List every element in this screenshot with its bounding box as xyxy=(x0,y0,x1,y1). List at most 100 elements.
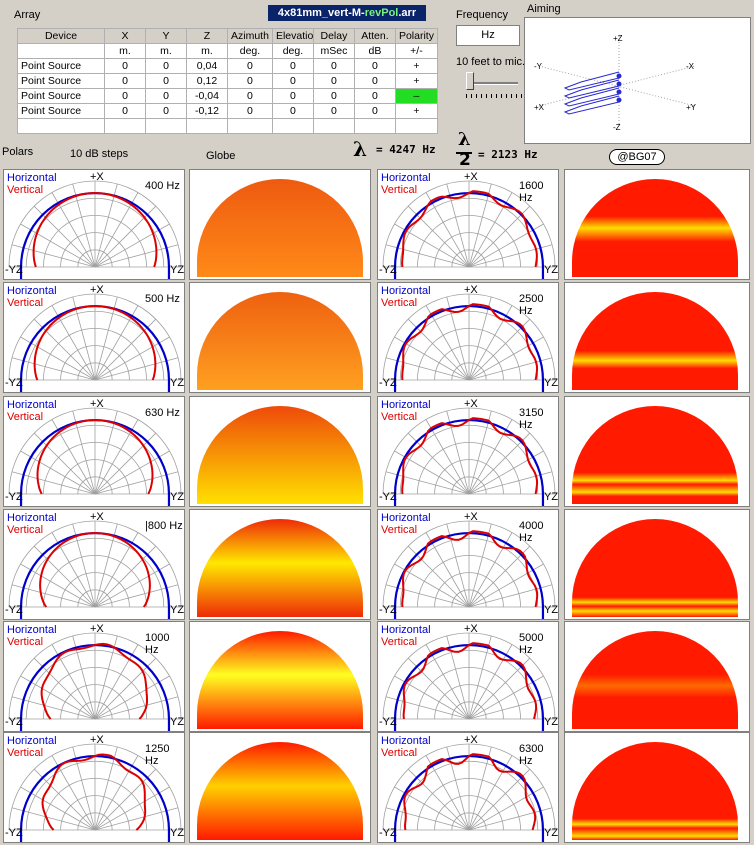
cell[interactable]: 0 xyxy=(145,73,187,89)
axis-top-label: +X xyxy=(464,284,478,296)
cell[interactable]: 0 xyxy=(353,88,396,104)
cell[interactable]: 0 xyxy=(104,73,146,89)
cell[interactable]: 0,12 xyxy=(186,73,228,89)
file-title-part1: 4x81mm_vert-M- xyxy=(277,7,365,19)
polarity-cell-negative[interactable]: – xyxy=(394,88,438,104)
cell[interactable]: 0 xyxy=(353,103,396,119)
lambda-frequency: = 4247 Hz xyxy=(376,143,436,156)
cell[interactable]: 0 xyxy=(104,88,146,104)
cell[interactable]: Point Source xyxy=(17,58,105,74)
cell[interactable]: 0 xyxy=(145,103,187,119)
vertical-series xyxy=(401,530,539,608)
cell[interactable]: 0 xyxy=(312,88,355,104)
cell[interactable]: -0,04 xyxy=(186,88,228,104)
lambda-symbol: λ xyxy=(353,137,368,161)
legend-vertical: Vertical xyxy=(7,524,44,536)
col-y[interactable]: Y xyxy=(145,28,187,44)
table-row[interactable]: Point Source 0 0 0,12 0 0 0 0 + xyxy=(17,73,438,89)
legend-horizontal: Horizontal xyxy=(7,285,57,297)
cell[interactable]: 0 xyxy=(104,58,146,74)
cell[interactable]: 0 xyxy=(271,58,314,74)
polar-legend: Horizontal Vertical xyxy=(381,512,431,536)
cell[interactable]: 0 xyxy=(145,88,187,104)
frequency-label: 3150 Hz xyxy=(519,407,544,431)
cell[interactable]: 0 xyxy=(353,73,396,89)
axis-left-label: -YZ xyxy=(379,604,397,616)
axis-left-label: -YZ xyxy=(5,604,23,616)
cell[interactable]: Point Source xyxy=(17,73,105,89)
globe-panel xyxy=(189,621,371,732)
col-polarity[interactable]: Polarity xyxy=(394,28,438,44)
polar-plot xyxy=(8,293,182,392)
polarity-cell[interactable]: + xyxy=(394,73,438,89)
cell[interactable]: 0 xyxy=(271,88,314,104)
cell[interactable]: 0 xyxy=(227,73,273,89)
cell[interactable]: Point Source xyxy=(17,88,105,104)
polar-panel: Horizontal Vertical +X -YZ YZ 2500 Hz xyxy=(377,282,559,393)
polarity-cell[interactable]: + xyxy=(394,103,438,119)
polar-plot xyxy=(382,520,556,619)
axis-top-label: +X xyxy=(464,171,478,183)
cell[interactable]: 0 xyxy=(271,73,314,89)
col-elevation[interactable]: Elevation xyxy=(271,28,314,44)
legend-vertical: Vertical xyxy=(7,636,44,648)
empty-cell[interactable] xyxy=(271,118,314,134)
polar-plot xyxy=(382,180,556,279)
axis-left-label: -YZ xyxy=(379,491,397,503)
cell[interactable]: 0 xyxy=(312,73,355,89)
globe-dome xyxy=(197,292,363,390)
cell[interactable]: 0 xyxy=(227,58,273,74)
polarity-cell[interactable]: + xyxy=(394,58,438,74)
distance-slider-thumb[interactable] xyxy=(466,72,474,90)
polar-plot xyxy=(382,743,556,842)
cell[interactable]: Point Source xyxy=(17,103,105,119)
frequency-input[interactable]: Hz xyxy=(456,25,520,46)
cell[interactable]: 0 xyxy=(353,58,396,74)
col-azimuth[interactable]: Azimuth xyxy=(227,28,273,44)
cell[interactable]: 0 xyxy=(312,58,355,74)
col-delay[interactable]: Delay xyxy=(312,28,355,44)
cell[interactable]: -0,12 xyxy=(186,103,228,119)
col-device[interactable]: Device xyxy=(17,28,105,44)
empty-cell[interactable] xyxy=(186,118,228,134)
empty-cell[interactable] xyxy=(104,118,146,134)
globe-panel xyxy=(564,396,750,507)
legend-vertical: Vertical xyxy=(381,524,418,536)
cell[interactable]: 0 xyxy=(227,103,273,119)
polar-panel: Horizontal Vertical +X -YZ YZ 6300 Hz xyxy=(377,732,559,843)
table-row[interactable]: Point Source 0 0 -0,12 0 0 0 0 + xyxy=(17,103,438,119)
cell[interactable]: 0 xyxy=(312,103,355,119)
frequency-label: 6300 Hz xyxy=(519,743,544,767)
empty-cell[interactable] xyxy=(145,118,187,134)
axis-top-label: +X xyxy=(90,511,104,523)
array-table[interactable]: Device X Y Z Azimuth Elevation Delay Att… xyxy=(17,28,438,134)
empty-cell[interactable] xyxy=(394,118,438,134)
file-title-part2: revPol xyxy=(364,7,399,19)
distance-slider-track[interactable] xyxy=(466,82,518,85)
cell[interactable]: 0 xyxy=(227,88,273,104)
axis-top-label: +X xyxy=(464,734,478,746)
table-row[interactable]: Point Source 0 0 -0,04 0 0 0 0 – xyxy=(17,88,438,104)
col-x[interactable]: X xyxy=(104,28,146,44)
col-atten[interactable]: Atten. xyxy=(353,28,396,44)
polar-panel: Horizontal Vertical +X -YZ YZ 1000 Hz xyxy=(3,621,185,732)
empty-cell[interactable] xyxy=(353,118,396,134)
cell[interactable]: 0,04 xyxy=(186,58,228,74)
empty-cell[interactable] xyxy=(227,118,273,134)
globe-dome xyxy=(197,406,363,504)
frequency-label: 400 Hz xyxy=(145,180,180,192)
polar-legend: Horizontal Vertical xyxy=(7,735,57,759)
axis-right-label: YZ xyxy=(544,264,559,276)
cell[interactable]: 0 xyxy=(104,103,146,119)
aiming-axes-icon: +Z -Z -Y +Y +X -X xyxy=(534,34,697,132)
table-row[interactable]: Point Source 0 0 0,04 0 0 0 0 + xyxy=(17,58,438,74)
aiming-view[interactable]: +Z -Z -Y +Y +X -X xyxy=(524,17,751,144)
globe-panel xyxy=(564,509,750,620)
empty-cell[interactable] xyxy=(17,118,105,134)
empty-cell[interactable] xyxy=(312,118,355,134)
cell[interactable]: 0 xyxy=(271,103,314,119)
col-z[interactable]: Z xyxy=(186,28,228,44)
cell[interactable]: 0 xyxy=(145,58,187,74)
polar-legend: Horizontal Vertical xyxy=(381,624,431,648)
axis-right-label: YZ xyxy=(544,377,559,389)
